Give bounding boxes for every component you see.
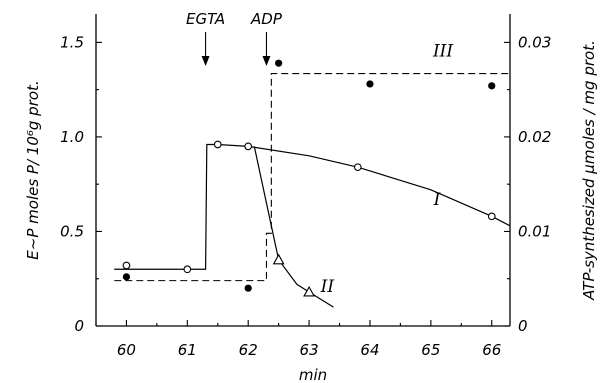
labels-layer: min E~P moles P/ 10⁶g prot. ATP-synthesize… — [24, 10, 598, 383]
series-i-point — [183, 265, 192, 274]
series-ii-label: II — [320, 277, 335, 297]
markers-layer — [122, 59, 496, 297]
annotation-adp-arrow-head — [262, 56, 271, 66]
series-i-point — [213, 140, 222, 149]
x-axis-title: min — [299, 366, 327, 383]
x-tick-label: 66 — [482, 341, 501, 359]
series-iii-point — [244, 284, 252, 292]
series-i-point — [244, 142, 253, 151]
x-tick-label: 63 — [300, 341, 319, 359]
annotation-adp-label: ADP — [250, 10, 283, 28]
y-axis-left-title: E~P moles P/ 10⁶g prot. — [24, 80, 42, 259]
series-ii-point — [272, 253, 285, 265]
y-left-tick-label: 0 — [74, 317, 84, 335]
annotation-egta-label: EGTA — [186, 10, 225, 28]
series-iii-point — [366, 80, 374, 88]
y-axis-right-title: ATP-synthesized µmoles / mg prot. — [580, 40, 598, 301]
series-iii-point — [275, 59, 283, 67]
y-right-tick-label: 0.03 — [518, 33, 551, 51]
series-iii-line — [114, 73, 510, 282]
y-right-tick-label: 0.01 — [518, 222, 551, 240]
series-iii-point — [488, 82, 496, 90]
series-i-point — [122, 261, 131, 270]
series-iii-label: III — [432, 42, 453, 62]
series-iii-point — [122, 273, 131, 281]
x-tick-label: 62 — [239, 341, 258, 359]
y-left-tick-label: 1.5 — [60, 33, 84, 51]
y-left-tick-label: 0.5 — [60, 222, 84, 240]
axes-layer: 60 61 62 63 64 65 66 0 0.5 1.0 1.5 0 0.01 0.02 0.03 — [60, 14, 551, 359]
series-ii-point — [303, 285, 316, 297]
x-tick-label: 65 — [421, 341, 440, 359]
y-left-tick-label: 1.0 — [60, 128, 84, 146]
series-i-line — [114, 143, 511, 270]
x-tick-label: 64 — [360, 341, 379, 359]
x-tick-label: 60 — [117, 341, 136, 359]
curves-layer — [114, 73, 511, 308]
series-i-point — [487, 212, 496, 221]
series-i-label: I — [433, 190, 441, 210]
series-i-point — [353, 163, 362, 172]
y-right-tick-label: 0 — [518, 317, 528, 335]
x-tick-label: 61 — [178, 341, 197, 359]
annotation-egta-arrow-head — [201, 56, 210, 66]
y-right-tick-label: 0.02 — [518, 128, 551, 146]
